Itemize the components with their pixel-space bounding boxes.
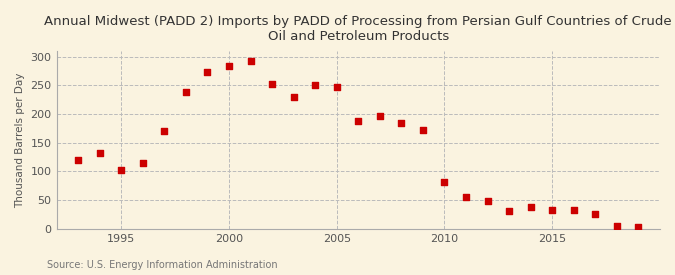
Point — [439, 180, 450, 184]
Point — [568, 208, 579, 212]
Text: Source: U.S. Energy Information Administration: Source: U.S. Energy Information Administ… — [47, 260, 278, 270]
Point — [633, 225, 644, 229]
Point — [482, 199, 493, 203]
Point — [331, 85, 342, 89]
Point — [353, 119, 364, 123]
Point — [288, 95, 299, 100]
Point — [375, 114, 385, 119]
Point — [95, 151, 105, 155]
Point — [73, 158, 84, 162]
Point — [396, 121, 407, 125]
Title: Annual Midwest (PADD 2) Imports by PADD of Processing from Persian Gulf Countrie: Annual Midwest (PADD 2) Imports by PADD … — [45, 15, 672, 43]
Y-axis label: Thousand Barrels per Day: Thousand Barrels per Day — [15, 72, 25, 208]
Point — [202, 70, 213, 75]
Point — [159, 129, 169, 133]
Point — [504, 209, 514, 214]
Point — [223, 64, 234, 68]
Point — [180, 90, 191, 95]
Point — [245, 59, 256, 63]
Point — [612, 224, 622, 228]
Point — [460, 195, 471, 199]
Point — [137, 161, 148, 166]
Point — [590, 211, 601, 216]
Point — [116, 167, 127, 172]
Point — [547, 208, 558, 212]
Point — [310, 83, 321, 88]
Point — [525, 205, 536, 209]
Point — [418, 127, 429, 132]
Point — [267, 82, 277, 87]
